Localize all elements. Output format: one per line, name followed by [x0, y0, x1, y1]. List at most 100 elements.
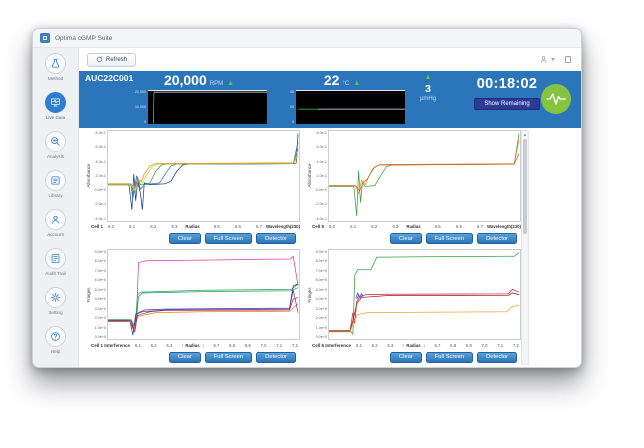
cell-label: Cell 1: [91, 224, 104, 229]
x-axis-title: Radius: [403, 342, 424, 348]
sidebar-item-audit-trail[interactable]: Audit Trail: [45, 248, 66, 287]
x-axis-title: Radius: [182, 342, 203, 348]
speed-chart: 20,000 10,000 0: [131, 90, 267, 124]
sidebar-item-label: Method: [47, 75, 64, 81]
sidebar-item-label: Help: [50, 348, 61, 354]
detector-button[interactable]: Detector: [477, 233, 517, 244]
speed-trend-up-icon: ▲: [227, 80, 235, 87]
speed-unit: RPM: [209, 81, 224, 87]
run-status-header: AUC22C001 20,000 RPM ▲ 20,000 10,000 0 22 °C ▲…: [79, 71, 581, 128]
wavelength-label: Wavelength(230): [266, 224, 300, 229]
sidebar-item-analysis[interactable]: Analysis: [45, 131, 66, 170]
full-screen-button[interactable]: Full Screen: [204, 233, 253, 244]
temperature-readout: 22 °C ▲: [279, 72, 405, 90]
charts-right-margin: [529, 130, 581, 367]
cell-label: Cell 5 Interference: [312, 342, 352, 348]
sidebar-item-label: Live Data: [45, 114, 66, 120]
x-axis-ticks: 6.16.26.36.46.56.76.86.97.07.17.2: [356, 342, 519, 348]
live-data-icon: [45, 92, 66, 113]
x-axis-title: Radius: [182, 224, 203, 229]
title-bar: Optima cGMP Suite: [33, 29, 581, 48]
temperature-chart: 40 20 0: [279, 90, 405, 124]
sidebar-item-setting[interactable]: Setting: [45, 287, 66, 326]
full-screen-button[interactable]: Full Screen: [425, 351, 474, 363]
plot-area: [107, 130, 300, 222]
timer-group: 00:18:02 Show Remaining: [453, 76, 561, 110]
audit-trail-icon: [45, 248, 66, 269]
temperature-chart-plot: [296, 90, 405, 124]
vertical-scrollbar[interactable]: ▲: [521, 130, 529, 365]
wavelength-label: Wavelength(230): [487, 224, 521, 229]
speed-chart-axis: 20,000 10,000 0: [135, 90, 146, 124]
show-remaining-button[interactable]: Show Remaining: [474, 98, 540, 110]
clear-button[interactable]: Clear: [389, 351, 422, 363]
toolbar: Refresh: [79, 48, 581, 71]
charts-area: Absorbance 8.0e-1 6.0e-1 4.0e-1 2.0e-1 0.0e+0…: [79, 128, 581, 367]
user-menu-button[interactable]: [539, 55, 555, 64]
sidebar-item-account[interactable]: Account: [45, 209, 66, 248]
sidebar-item-label: Setting: [48, 309, 63, 315]
refresh-label: Refresh: [106, 56, 128, 63]
sidebar-item-library[interactable]: Library: [45, 170, 66, 209]
sidebar-item-label: Audit Trail: [45, 270, 66, 276]
speed-readout: 20,000 RPM ▲: [131, 72, 267, 90]
sidebar-item-label: Account: [47, 231, 64, 237]
panel-buttons: Clear Full Screen Detector: [306, 232, 521, 246]
plot-area: [328, 130, 521, 222]
charts-grid: Absorbance 8.0e-1 6.0e-1 4.0e-1 2.0e-1 0.0e+0…: [79, 130, 521, 367]
user-icon: [540, 56, 546, 63]
y-axis-label: Fringes: [307, 286, 312, 302]
sidebar-item-live-data[interactable]: Live Data: [45, 92, 66, 131]
app-logo-icon: [40, 33, 50, 43]
x-axis-ticks: 6.16.26.36.46.56.76.86.97.07.17.2: [135, 342, 298, 348]
y-axis-label: Absorbance: [307, 163, 312, 188]
full-screen-button[interactable]: Full Screen: [425, 233, 474, 244]
window-mode-button[interactable]: [564, 56, 571, 63]
detector-button[interactable]: Detector: [256, 233, 296, 244]
library-icon: [45, 170, 66, 191]
x-axis: Cell 1 Interference 6.16.26.36.46.56.76.8…: [85, 340, 300, 350]
analysis-icon: [45, 131, 66, 152]
detector-button[interactable]: Detector: [256, 351, 296, 363]
y-axis-label: Fringes: [86, 286, 91, 302]
vacuum-value: 3: [425, 82, 431, 95]
scrollbar-thumb[interactable]: [523, 139, 527, 234]
panel-buttons: Clear Full Screen Detector: [306, 350, 521, 364]
help-icon: [45, 326, 66, 347]
y-axis-ticks: 8.0e-1 6.0e-1 4.0e-1 2.0e-1 0.0e+0 -2.0e-1 -4.…: [315, 131, 327, 221]
vacuum-unit: µmHg: [419, 95, 437, 102]
refresh-icon: [96, 56, 103, 63]
x-axis: Cell 5 Interference 6.16.26.36.46.56.76.8…: [306, 340, 521, 350]
temperature-unit: °C: [342, 81, 350, 87]
sidebar-item-help[interactable]: Help: [45, 326, 66, 365]
scrollbar-up-arrow-icon[interactable]: ▲: [523, 132, 527, 137]
chart-panel-cell1-absorbance: Absorbance 8.0e-1 6.0e-1 4.0e-1 2.0e-1 0.0e+0…: [85, 130, 300, 246]
refresh-button[interactable]: Refresh: [87, 52, 137, 67]
vacuum-readout: ▲ 3 µmHg: [411, 74, 445, 103]
plot-area: [107, 248, 300, 340]
clear-button[interactable]: Clear: [168, 233, 201, 244]
x-axis: Cell 16.06.16.26.36.46.56.66.7RadiusWave…: [85, 222, 300, 232]
x-axis-title: Radius: [403, 224, 424, 229]
sidebar: Method Live Data Analysis Library Account Aud…: [33, 48, 79, 367]
cell-label: Cell 1 Interference: [91, 342, 131, 348]
run-name: AUC22C001: [85, 73, 134, 83]
temperature-value: 22: [323, 72, 340, 88]
app-window: Optima cGMP Suite Method Live Data Analysi…: [32, 28, 582, 368]
cell-label: Cell 5: [312, 224, 325, 229]
clear-button[interactable]: Clear: [389, 233, 422, 244]
sidebar-item-method[interactable]: Method: [45, 53, 66, 92]
full-screen-button[interactable]: Full Screen: [204, 351, 253, 363]
sidebar-item-label: Library: [48, 192, 63, 198]
temperature-trend-up-icon: ▲: [353, 80, 361, 87]
y-axis-ticks: 8.0e-1 6.0e-1 4.0e-1 2.0e-1 0.0e+0 -2.0e-1 -4.…: [94, 131, 106, 221]
speed-chart-plot: [148, 90, 267, 124]
clear-button[interactable]: Clear: [168, 351, 201, 363]
app-title: Optima cGMP Suite: [55, 34, 113, 42]
setting-icon: [45, 287, 66, 308]
sidebar-item-label: Analysis: [46, 153, 65, 159]
account-icon: [45, 209, 66, 230]
chart-panel-cell5-absorbance: Absorbance 8.0e-1 6.0e-1 4.0e-1 2.0e-1 0.0e+0…: [306, 130, 521, 246]
chart-panel-cell5-interference: Fringes 9.0e+0 8.0e+0 7.0e+0 6.0e+0 5.0e+0 4.0…: [306, 248, 521, 365]
detector-button[interactable]: Detector: [477, 351, 517, 363]
